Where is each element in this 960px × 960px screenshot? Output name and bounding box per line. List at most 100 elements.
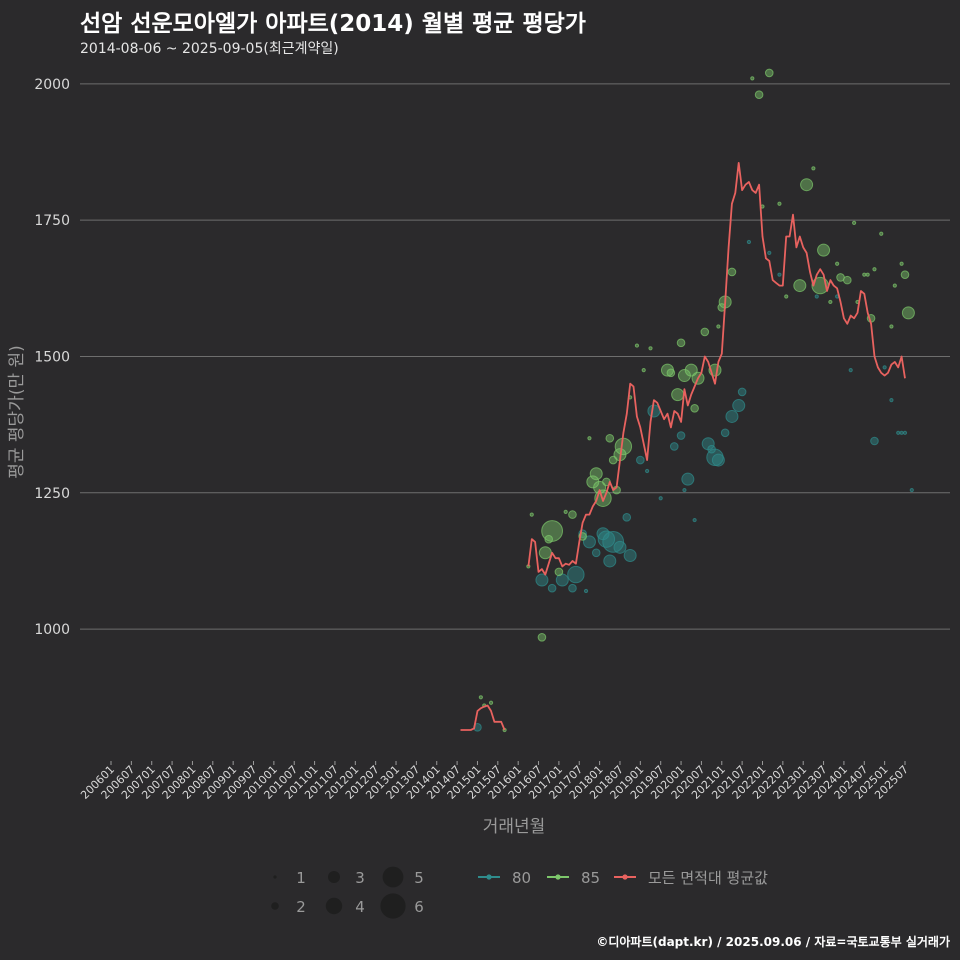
point-80 xyxy=(899,430,904,435)
point-85 xyxy=(614,437,633,456)
point-80 xyxy=(746,239,752,245)
point-85 xyxy=(727,267,737,277)
point-85 xyxy=(529,512,534,517)
point-80 xyxy=(535,573,549,587)
point-85 xyxy=(754,90,764,100)
y-tick-labels: 1000 1250 1500 1750 2000 xyxy=(34,77,70,638)
point-80 xyxy=(591,548,601,558)
point-85 xyxy=(817,243,831,257)
point-85 xyxy=(862,272,867,277)
point-80 xyxy=(597,530,616,548)
y-gridlines xyxy=(80,83,950,630)
chart-subtitle: 2014-08-06 ~ 2025-09-05(최근계약일) xyxy=(80,41,339,57)
point-85 xyxy=(690,403,699,413)
point-80 xyxy=(889,397,894,403)
point-85 xyxy=(811,166,816,171)
point-80 xyxy=(737,387,747,397)
caption: ©디아파트(dapt.kr) / 2025.09.06 / 자료=국토교통부 실… xyxy=(596,935,950,949)
point-85 xyxy=(843,275,852,285)
point-80 xyxy=(603,554,617,568)
point-80 xyxy=(732,399,746,413)
series-average-line xyxy=(460,161,906,731)
point-85 xyxy=(716,324,721,329)
legend-series-label: 80 xyxy=(512,869,531,887)
series-85-points xyxy=(478,68,915,733)
legend-size-label: 4 xyxy=(355,898,365,916)
point-85 xyxy=(889,324,894,329)
point-80 xyxy=(547,583,557,593)
point-80 xyxy=(658,496,663,501)
point-85 xyxy=(764,68,774,78)
point-85 xyxy=(641,368,646,373)
point-80 xyxy=(669,442,679,451)
average-line-segment xyxy=(460,704,506,731)
point-80 xyxy=(622,513,632,522)
point-85 xyxy=(777,201,782,206)
legend-size-swatch xyxy=(273,875,277,879)
chart-title: 선암 선운모아엘가 아파트(2014) 월별 평균 평당가 xyxy=(80,11,586,37)
legend-series-label: 85 xyxy=(581,869,600,887)
point-85 xyxy=(872,267,877,272)
point-85 xyxy=(605,433,615,443)
point-80 xyxy=(681,472,695,486)
point-85 xyxy=(800,178,814,192)
legend-size-swatch xyxy=(382,866,404,888)
legend-series-label: 모든 면적대 평균값 xyxy=(648,869,768,887)
legend-series-dot xyxy=(486,874,492,880)
point-85 xyxy=(852,220,857,225)
point-85 xyxy=(900,270,910,279)
point-85 xyxy=(892,283,897,288)
point-80 xyxy=(720,428,730,438)
point-85 xyxy=(671,388,685,402)
point-85 xyxy=(793,279,807,293)
x-tick-labels: 2006012006072007012007072008012008072009… xyxy=(78,761,911,802)
point-85 xyxy=(865,272,870,277)
point-85 xyxy=(568,510,577,519)
point-80 xyxy=(725,409,739,423)
y-tick-label: 1000 xyxy=(34,622,70,638)
legend-size-label: 5 xyxy=(414,869,424,887)
point-80 xyxy=(909,487,914,493)
point-80 xyxy=(896,430,901,435)
legend-size-label: 3 xyxy=(355,869,365,887)
point-80 xyxy=(583,588,589,594)
y-axis-label: 평균 평당가(만 원) xyxy=(7,345,27,479)
point-80 xyxy=(613,540,627,554)
point-80 xyxy=(602,530,625,553)
point-80 xyxy=(623,549,637,563)
point-80 xyxy=(645,468,650,474)
point-85 xyxy=(750,76,755,81)
point-85 xyxy=(589,467,603,481)
point-85 xyxy=(554,567,564,577)
point-85 xyxy=(648,346,653,351)
legend-size-swatch xyxy=(328,871,340,883)
point-85 xyxy=(899,261,904,266)
point-85 xyxy=(563,509,568,514)
point-80 xyxy=(568,583,577,593)
y-tick-label: 1500 xyxy=(34,349,70,365)
legend-size-label: 2 xyxy=(296,898,306,916)
point-85 xyxy=(828,299,833,305)
legend-size-swatch xyxy=(325,897,343,915)
legend-size-label: 1 xyxy=(296,869,306,887)
point-80 xyxy=(682,487,687,493)
point-85 xyxy=(835,261,840,266)
y-tick-label: 1250 xyxy=(34,486,70,502)
point-85 xyxy=(634,343,640,348)
point-80 xyxy=(692,517,697,523)
legend-series-dot xyxy=(555,874,561,880)
point-85 xyxy=(879,231,884,236)
point-85 xyxy=(541,520,564,542)
point-80 xyxy=(902,430,908,435)
legend-size-swatch xyxy=(271,902,279,910)
point-80 xyxy=(567,565,585,584)
point-85 xyxy=(537,633,547,642)
point-85 xyxy=(538,546,552,560)
point-85 xyxy=(478,695,483,700)
x-axis-label: 거래년월 xyxy=(483,817,546,837)
point-80 xyxy=(777,272,782,277)
legend-size-label: 6 xyxy=(414,898,424,916)
point-80 xyxy=(767,250,772,255)
point-85 xyxy=(784,294,789,299)
